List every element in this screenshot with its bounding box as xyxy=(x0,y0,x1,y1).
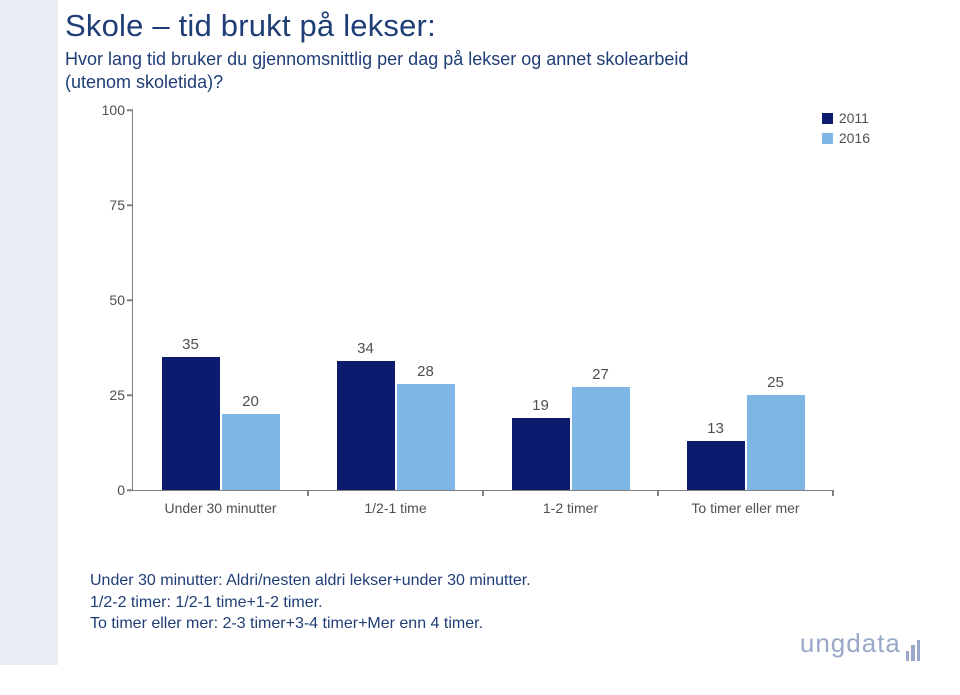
bar-value-label: 28 xyxy=(397,363,455,380)
y-tick-label: 50 xyxy=(91,292,125,308)
page-subtitle: Hvor lang tid bruker du gjennomsnittlig … xyxy=(65,48,885,94)
y-tick-label: 75 xyxy=(91,197,125,213)
bar xyxy=(337,361,395,490)
bar-value-label: 27 xyxy=(572,366,630,383)
note-line-1: Under 30 minutter: Aldri/nesten aldri le… xyxy=(90,570,531,592)
bar xyxy=(687,441,745,490)
logo-text: ungdata xyxy=(800,628,901,658)
y-tick-mark xyxy=(127,489,133,491)
legend-item: 2016 xyxy=(822,130,870,146)
bar-value-label: 25 xyxy=(747,374,805,391)
category-label: To timer eller mer xyxy=(691,500,799,516)
x-tick-mark xyxy=(657,490,659,496)
legend-swatch xyxy=(822,113,833,124)
note-line-2: 1/2-2 timer: 1/2-1 time+1-2 timer. xyxy=(90,592,531,614)
ungdata-logo: ungdata xyxy=(800,628,920,661)
bar-value-label: 34 xyxy=(337,340,395,357)
legend: 2011 2016 xyxy=(822,110,870,150)
legend-label: 2016 xyxy=(839,130,870,146)
bar xyxy=(162,357,220,490)
y-tick-mark xyxy=(127,204,133,206)
bar-value-label: 19 xyxy=(512,397,570,414)
note-line-3: To timer eller mer: 2-3 timer+3-4 timer+… xyxy=(90,613,531,635)
legend-label: 2011 xyxy=(839,110,869,126)
y-tick-label: 0 xyxy=(91,482,125,498)
x-tick-mark xyxy=(307,490,309,496)
x-tick-mark xyxy=(832,490,834,496)
logo-bars-icon xyxy=(904,630,920,661)
y-tick-label: 25 xyxy=(91,387,125,403)
plot-area: 02550751003520Under 30 minutter34281/2-1… xyxy=(132,110,833,491)
bar xyxy=(397,384,455,490)
y-tick-mark xyxy=(127,394,133,396)
subtitle-line2: (utenom skoletida)? xyxy=(65,72,223,92)
subtitle-line1: Hvor lang tid bruker du gjennomsnittlig … xyxy=(65,49,688,69)
bar-value-label: 20 xyxy=(222,393,280,410)
bar-chart: 02550751003520Under 30 minutter34281/2-1… xyxy=(90,110,870,530)
slide: Skole – tid brukt på lekser: Hvor lang t… xyxy=(0,0,960,695)
bar xyxy=(222,414,280,490)
bar xyxy=(747,395,805,490)
left-stripe xyxy=(0,0,58,665)
bar-value-label: 35 xyxy=(162,336,220,353)
bar-value-label: 13 xyxy=(687,420,745,437)
footer-notes: Under 30 minutter: Aldri/nesten aldri le… xyxy=(90,570,531,635)
category-label: 1/2-1 time xyxy=(364,500,426,516)
category-label: Under 30 minutter xyxy=(164,500,276,516)
legend-item: 2011 xyxy=(822,110,870,126)
category-label: 1-2 timer xyxy=(543,500,598,516)
bar xyxy=(512,418,570,490)
x-tick-mark xyxy=(482,490,484,496)
y-tick-label: 100 xyxy=(91,102,125,118)
y-tick-mark xyxy=(127,109,133,111)
legend-swatch xyxy=(822,133,833,144)
page-title: Skole – tid brukt på lekser: xyxy=(65,8,436,44)
bar xyxy=(572,387,630,490)
y-tick-mark xyxy=(127,299,133,301)
